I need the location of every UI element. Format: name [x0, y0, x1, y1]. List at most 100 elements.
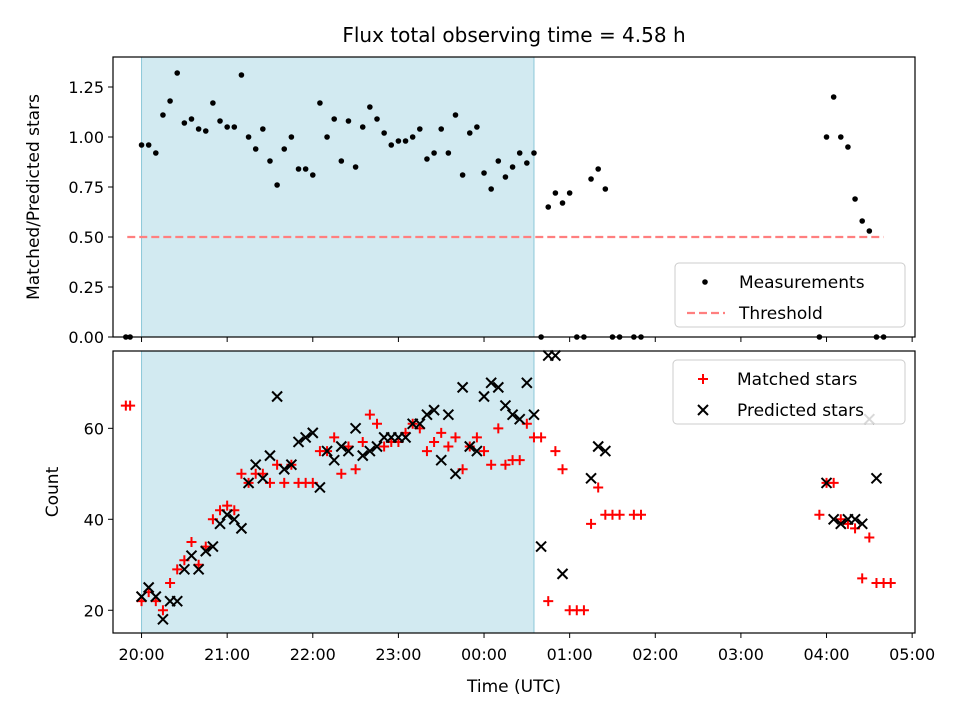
measurement-point	[317, 100, 323, 106]
x-tick-label: 00:00	[461, 645, 507, 664]
measurement-point	[402, 138, 409, 144]
measurement-point	[495, 158, 502, 164]
y-axis-label: Count	[43, 466, 63, 517]
predicted-point	[228, 513, 241, 525]
predicted-point	[264, 449, 276, 462]
matched-point	[586, 518, 597, 529]
predicted-point	[856, 518, 868, 530]
matched-point	[364, 409, 375, 420]
predicted-point	[506, 408, 519, 421]
predicted-point	[421, 408, 433, 421]
predicted-point	[592, 440, 604, 453]
measurement-point	[160, 112, 166, 118]
matched-point	[450, 432, 461, 443]
measurement-point	[566, 190, 573, 196]
legend-label: Matched stars	[737, 370, 857, 390]
series-predicted-stars	[135, 349, 883, 626]
measurement-point	[866, 228, 873, 234]
predicted-point	[307, 427, 319, 439]
predicted-point	[492, 381, 505, 394]
y-axis-label: Matched/Predicted stars	[24, 94, 44, 300]
measurement-point	[231, 124, 238, 130]
predicted-point	[549, 349, 562, 362]
matched-point	[536, 432, 547, 443]
legend-box	[674, 262, 906, 328]
measurement-point	[210, 100, 216, 106]
legend-box	[672, 359, 906, 425]
measurement-point	[445, 150, 452, 156]
measurement-point	[595, 166, 601, 172]
measurement-point	[424, 156, 430, 162]
observing-window	[141, 57, 534, 337]
predicted-point	[414, 418, 426, 430]
legend: Matched stars Predicted stars	[672, 359, 906, 425]
matched-point	[350, 464, 361, 475]
matched-point	[500, 459, 511, 470]
measurement-point	[845, 144, 851, 150]
matched-point	[421, 446, 432, 457]
matched-point	[593, 482, 604, 493]
predicted-point	[471, 445, 483, 457]
legend-label: Predicted stars	[737, 401, 864, 421]
predicted-point	[150, 590, 162, 603]
predicted-point	[456, 381, 469, 394]
y-tick-label: 0.00	[68, 328, 104, 347]
matched-point	[379, 441, 390, 452]
measurement-point	[324, 134, 330, 140]
matched-point	[172, 564, 183, 575]
y-tick-label: 60	[84, 419, 104, 438]
predicted-point	[349, 422, 362, 435]
matched-point	[578, 605, 589, 616]
measurement-point	[837, 134, 844, 140]
predicted-point	[428, 404, 440, 416]
measurement-point	[588, 176, 594, 182]
measurement-point	[531, 150, 537, 156]
measurement-point	[281, 146, 288, 152]
matched-point	[165, 577, 176, 588]
measurement-point	[288, 134, 295, 140]
legend-label: Measurements	[739, 273, 865, 293]
predicted-point	[371, 440, 383, 453]
measurement-point	[545, 204, 552, 210]
x-tick-label: 22:00	[290, 645, 336, 664]
measurement-point	[145, 142, 152, 148]
predicted-point	[135, 590, 148, 603]
measurement-point	[516, 150, 523, 156]
measurement-point	[417, 126, 423, 132]
matched-point	[279, 477, 290, 488]
x-tick-label: 21:00	[204, 645, 250, 664]
matched-point	[436, 427, 447, 438]
predicted-point	[535, 540, 547, 553]
measurement-point	[466, 130, 473, 136]
predicted-point	[449, 468, 462, 480]
x-axis-label: Time (UTC)	[466, 677, 561, 697]
measurement-point	[217, 118, 223, 124]
legend-dot-icon	[702, 279, 708, 285]
matched-point	[557, 464, 568, 475]
measurement-point	[302, 166, 309, 172]
measurement-point	[823, 134, 830, 140]
measurement-point	[474, 124, 480, 130]
matched-point	[486, 459, 497, 470]
predicted-point	[221, 509, 233, 521]
matched-point	[885, 577, 896, 588]
measurement-point	[295, 166, 302, 172]
measurement-point	[345, 118, 352, 124]
y-tick-label: 20	[84, 601, 104, 620]
matched-point	[329, 432, 340, 443]
predicted-point	[299, 431, 312, 444]
axes-frame	[112, 350, 916, 634]
predicted-point	[285, 459, 298, 471]
legend-plus-icon	[698, 374, 708, 384]
y-tick-label: 1.25	[68, 78, 104, 97]
predicted-point	[464, 440, 476, 453]
matched-point	[471, 432, 482, 443]
predicted-point	[820, 477, 833, 489]
legend-x-icon	[697, 404, 709, 416]
predicted-point	[478, 390, 490, 403]
matched-point	[429, 436, 440, 447]
measurement-point	[367, 104, 373, 110]
measurement-point	[224, 124, 230, 130]
matched-point	[493, 423, 504, 434]
